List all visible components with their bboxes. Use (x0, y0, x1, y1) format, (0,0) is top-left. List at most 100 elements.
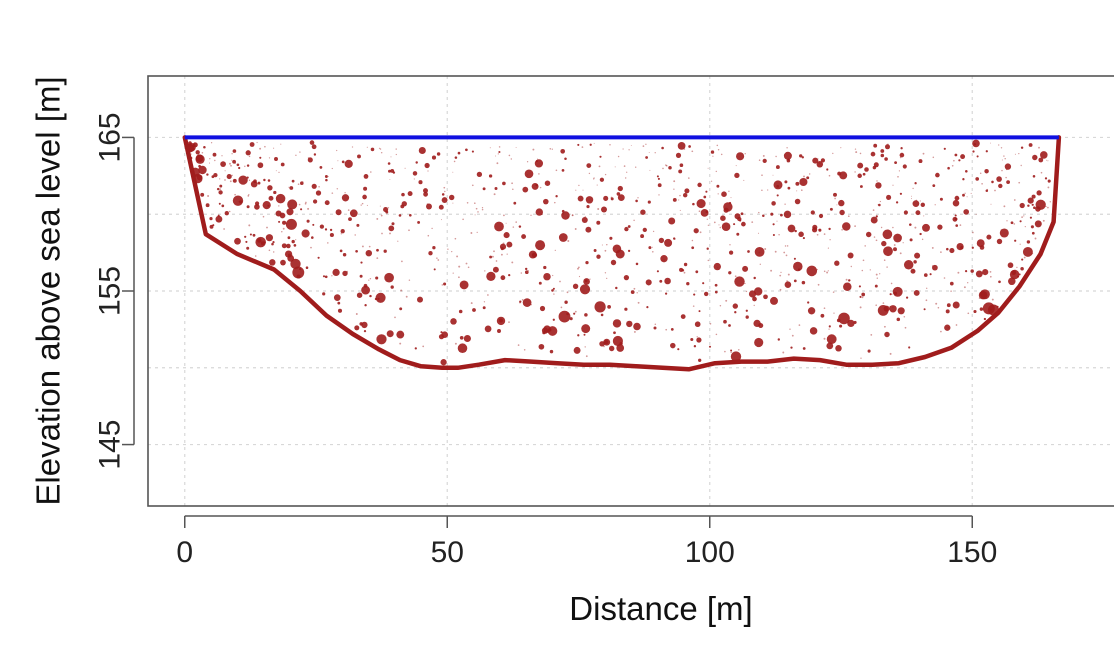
sediment-particle (300, 208, 303, 211)
sediment-particle (944, 324, 951, 331)
sediment-particle (889, 352, 892, 355)
sediment-particle (880, 226, 883, 229)
sediment-particle (1029, 216, 1032, 219)
sediment-particle (847, 319, 855, 328)
sediment-particle (195, 154, 205, 164)
sediment-particle (935, 302, 938, 305)
sediment-particle (209, 158, 211, 160)
sediment-particle (783, 251, 786, 254)
sediment-particle (1016, 266, 1018, 269)
sediment-particle (640, 209, 646, 215)
sediment-particle (337, 301, 341, 305)
sediment-particle (699, 231, 702, 234)
sediment-particle (1006, 180, 1010, 184)
sediment-particle (395, 148, 397, 150)
sediment-particle (935, 172, 940, 178)
sediment-particle (902, 242, 904, 244)
sediment-particle (503, 214, 505, 217)
sediment-particle (637, 197, 639, 199)
sediment-particle (717, 148, 720, 151)
sediment-particle (301, 229, 310, 238)
sediment-particle (668, 166, 672, 170)
sediment-particle (378, 147, 381, 149)
sediment-particle (994, 189, 996, 192)
sediment-particle (593, 177, 595, 179)
sediment-particle (496, 162, 499, 165)
grid-lines (148, 76, 1114, 506)
sediment-particle (817, 283, 820, 286)
sediment-particle (834, 260, 840, 266)
sediment-particle (818, 162, 821, 164)
sediment-particle (873, 143, 878, 148)
sediment-particle (686, 282, 690, 286)
sediment-particle (859, 152, 862, 155)
sediment-particle (984, 168, 989, 174)
sediment-particle (324, 175, 328, 178)
sediment-particle (925, 299, 928, 302)
sediment-particle (441, 193, 445, 196)
sediment-particle (426, 203, 432, 210)
sediment-particle (915, 199, 918, 202)
sediment-particle (329, 232, 334, 238)
sediment-particle (244, 235, 247, 238)
sediment-particle (224, 170, 226, 172)
sediment-particle (656, 175, 659, 178)
sediment-particle (385, 210, 389, 214)
sediment-particle (734, 275, 737, 278)
sediment-particle (386, 330, 394, 338)
sediment-particle (627, 249, 631, 253)
sediment-particle (582, 189, 584, 191)
sediment-particle (717, 193, 719, 195)
sediment-particle (531, 182, 539, 190)
sediment-particle (818, 228, 822, 232)
sediment-particle (454, 237, 457, 240)
sediment-particle (854, 171, 856, 173)
sediment-particle (1022, 246, 1033, 257)
sediment-particle (843, 282, 852, 291)
sediment-particle (876, 277, 879, 279)
sediment-particle (979, 307, 984, 311)
sediment-particle (823, 307, 826, 310)
sediment-particle (356, 292, 363, 298)
sediment-particle (855, 151, 858, 154)
sediment-particle (463, 334, 471, 343)
sediment-particle (428, 251, 433, 256)
sediment-particle (1032, 175, 1036, 178)
sediment-particle (245, 240, 248, 243)
sediment-particle (437, 259, 440, 261)
sediment-particle (1023, 215, 1025, 217)
sediment-particle (543, 198, 549, 205)
sediment-particle (246, 205, 250, 209)
sediment-particle (665, 165, 667, 167)
sediment-particle (589, 278, 591, 280)
sediment-particle (737, 348, 740, 351)
sediment-particle (991, 180, 994, 184)
sediment-particle (226, 174, 232, 180)
sediment-particle (693, 228, 699, 234)
sediment-particle (624, 307, 628, 311)
sediment-particle (526, 161, 529, 163)
sediment-particle (797, 268, 801, 271)
sediment-particle (1031, 194, 1036, 199)
sediment-particle (996, 176, 1002, 182)
sediment-particle (390, 156, 392, 158)
sediment-particle (603, 195, 609, 201)
sediment-particle (333, 294, 341, 301)
sediment-particle (584, 279, 588, 283)
sediment-particle (601, 206, 607, 213)
sediment-particle (189, 143, 192, 146)
sediment-particle (951, 164, 954, 167)
sediment-particle (624, 226, 629, 232)
sediment-particle (427, 170, 429, 172)
sediment-particle (494, 187, 498, 190)
sediment-particle (670, 328, 674, 331)
sediment-particle (970, 269, 974, 273)
sediment-particle (552, 274, 554, 277)
sediment-particle (782, 351, 785, 354)
sediment-particle (379, 148, 382, 150)
sediment-particle (710, 150, 715, 154)
sediment-particle (369, 294, 372, 298)
sediment-particle (538, 343, 545, 350)
sediment-particle (691, 239, 694, 242)
sediment-particle (366, 204, 368, 206)
